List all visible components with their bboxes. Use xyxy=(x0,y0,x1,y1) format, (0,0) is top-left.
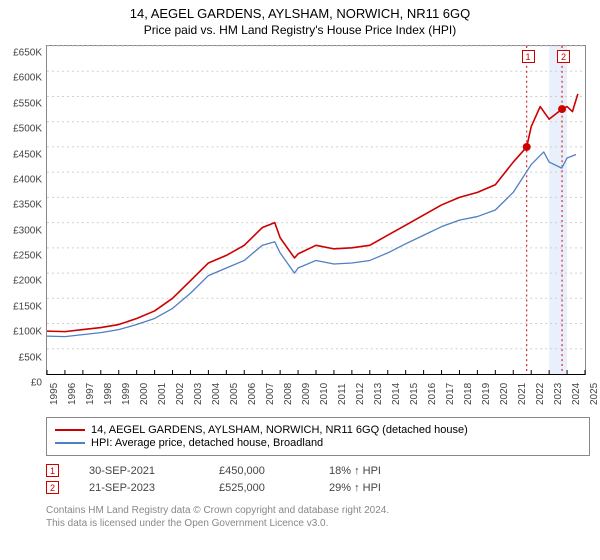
x-tick-label: 1997 xyxy=(85,383,96,405)
x-tick-label: 2001 xyxy=(157,383,168,405)
x-tick-label: 2016 xyxy=(427,383,438,405)
marker-badge-1-inchart: 1 xyxy=(522,50,535,63)
x-tick-label: 2003 xyxy=(193,383,204,405)
marker-date-1: 30-SEP-2021 xyxy=(89,465,189,477)
footer-line-1: Contains HM Land Registry data © Crown c… xyxy=(46,504,590,517)
x-tick-label: 2019 xyxy=(481,383,492,405)
x-tick-label: 2021 xyxy=(517,383,528,405)
x-axis: 1995 1996 1997 1998 1999 2000 2001 2002 2003 2004… xyxy=(46,375,586,409)
y-tick-label: £450K xyxy=(13,149,42,160)
marker-row-1: 1 30-SEP-2021 £450,000 18% ↑ HPI xyxy=(46,464,590,477)
chart-container: 14, AEGEL GARDENS, AYLSHAM, NORWICH, NR1… xyxy=(0,0,600,530)
x-tick-label: 2008 xyxy=(283,383,294,405)
x-tick-label: 2014 xyxy=(391,383,402,405)
plot-svg xyxy=(47,46,585,374)
x-tick-label: 2017 xyxy=(445,383,456,405)
x-tick-label: 2004 xyxy=(211,383,222,405)
y-tick-label: £400K xyxy=(13,174,42,185)
x-tick-label: 2005 xyxy=(229,383,240,405)
y-tick-label: £500K xyxy=(13,124,42,135)
title-block: 14, AEGEL GARDENS, AYLSHAM, NORWICH, NR1… xyxy=(0,0,600,37)
y-axis: £0£50K£100K£150K£200K£250K£300K£350K£400… xyxy=(0,53,44,383)
x-tick-label: 2007 xyxy=(265,383,276,405)
legend-item-hpi: HPI: Average price, detached house, Broa… xyxy=(55,437,581,449)
y-tick-label: £50K xyxy=(19,352,42,363)
x-tick-label: 2022 xyxy=(535,383,546,405)
x-tick-label: 1998 xyxy=(103,383,114,405)
marker-diff-2: 29% ↑ HPI xyxy=(329,482,381,494)
x-tick-label: 1995 xyxy=(49,383,60,405)
y-tick-label: £600K xyxy=(13,73,42,84)
marker-date-2: 21-SEP-2023 xyxy=(89,482,189,494)
legend-item-property: 14, AEGEL GARDENS, AYLSHAM, NORWICH, NR1… xyxy=(55,424,581,436)
chart-subtitle: Price paid vs. HM Land Registry's House … xyxy=(0,23,600,37)
marker-badge-1: 1 xyxy=(46,464,59,477)
marker-diff-1: 18% ↑ HPI xyxy=(329,465,381,477)
y-tick-label: £200K xyxy=(13,276,42,287)
legend-label-hpi: HPI: Average price, detached house, Broa… xyxy=(91,437,323,449)
y-tick-label: £100K xyxy=(13,327,42,338)
marker-price-2: £525,000 xyxy=(219,482,299,494)
x-tick-label: 2009 xyxy=(301,383,312,405)
marker-badge-2-inchart: 2 xyxy=(557,50,570,63)
x-tick-label: 2024 xyxy=(571,383,582,405)
x-tick-label: 2010 xyxy=(319,383,330,405)
marker-row-2: 2 21-SEP-2023 £525,000 29% ↑ HPI xyxy=(46,481,590,494)
marker-price-1: £450,000 xyxy=(219,465,299,477)
x-tick-label: 2013 xyxy=(373,383,384,405)
legend-label-property: 14, AEGEL GARDENS, AYLSHAM, NORWICH, NR1… xyxy=(91,424,468,436)
x-tick-label: 2006 xyxy=(247,383,258,405)
legend: 14, AEGEL GARDENS, AYLSHAM, NORWICH, NR1… xyxy=(46,417,590,456)
plot-area: 12 xyxy=(46,45,586,375)
y-tick-label: £650K xyxy=(13,48,42,59)
x-tick-label: 2002 xyxy=(175,383,186,405)
x-tick-label: 2020 xyxy=(499,383,510,405)
y-tick-label: £300K xyxy=(13,225,42,236)
y-tick-label: £550K xyxy=(13,98,42,109)
markers-table: 1 30-SEP-2021 £450,000 18% ↑ HPI 2 21-SE… xyxy=(46,464,590,494)
footer: Contains HM Land Registry data © Crown c… xyxy=(46,504,590,530)
y-tick-label: £150K xyxy=(13,301,42,312)
x-tick-label: 1999 xyxy=(121,383,132,405)
x-tick-label: 2012 xyxy=(355,383,366,405)
x-tick-label: 2011 xyxy=(337,383,348,405)
chart-title: 14, AEGEL GARDENS, AYLSHAM, NORWICH, NR1… xyxy=(0,6,600,21)
x-tick-label: 2015 xyxy=(409,383,420,405)
x-tick-label: 2023 xyxy=(553,383,564,405)
x-tick-label: 2000 xyxy=(139,383,150,405)
y-tick-label: £350K xyxy=(13,200,42,211)
x-tick-label: 2025 xyxy=(589,383,600,405)
marker-badge-2: 2 xyxy=(46,481,59,494)
x-tick-label: 2018 xyxy=(463,383,474,405)
y-tick-label: £0 xyxy=(31,378,42,389)
footer-line-2: This data is licensed under the Open Gov… xyxy=(46,517,590,530)
x-tick-label: 1996 xyxy=(67,383,78,405)
y-tick-label: £250K xyxy=(13,251,42,262)
legend-swatch-hpi xyxy=(55,442,85,444)
legend-swatch-property xyxy=(55,429,85,431)
